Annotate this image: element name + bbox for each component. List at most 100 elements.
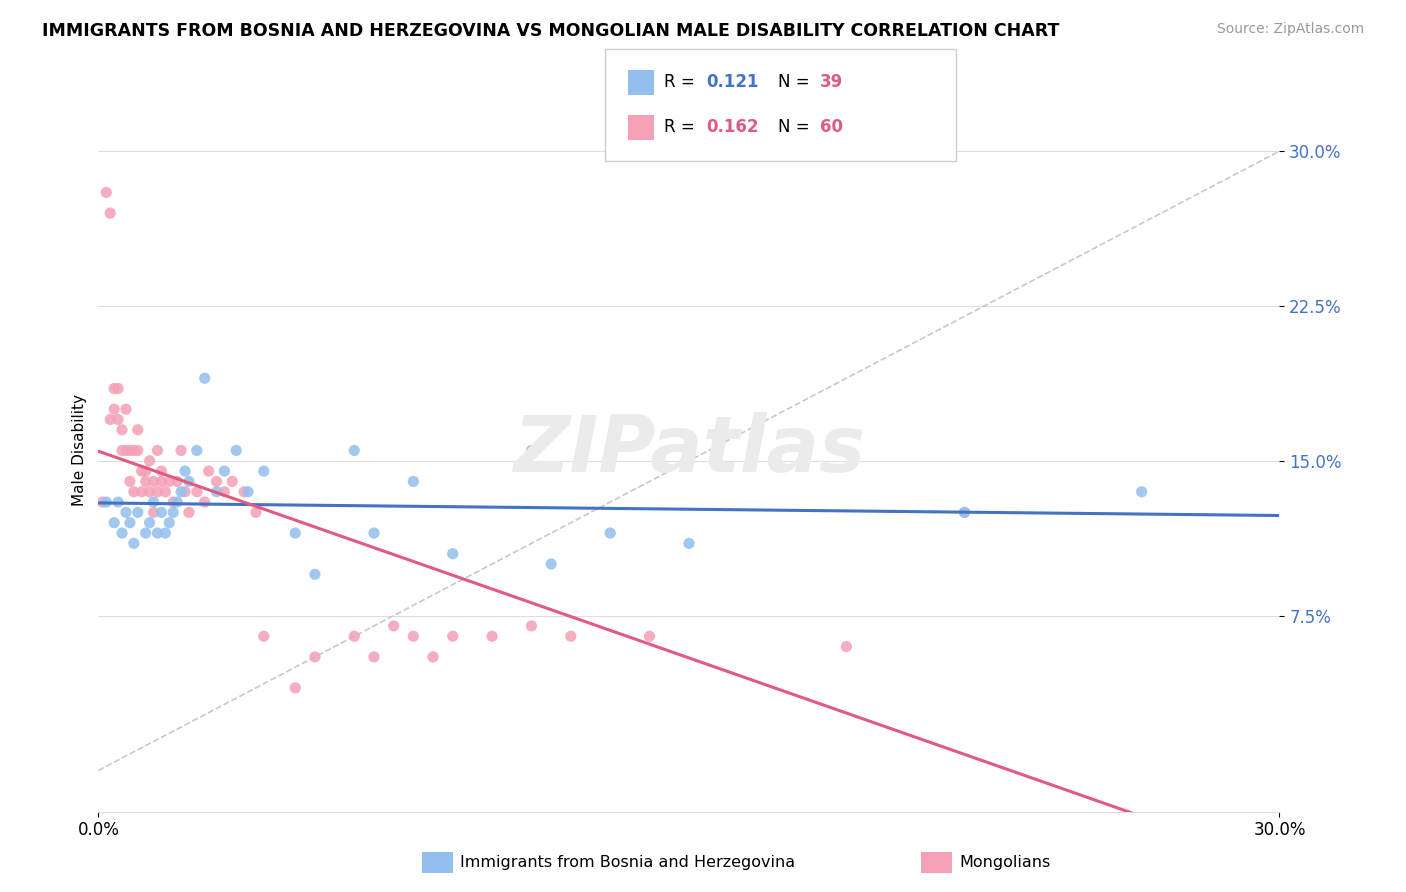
Point (253, 464, 276, 478)
Point (194, 495, 217, 509)
Point (118, 475, 141, 489)
Point (177, 505, 200, 519)
Point (98, 206, 121, 220)
Text: 60: 60 (820, 119, 842, 136)
Point (174, 484, 197, 499)
Point (166, 475, 188, 489)
Point (107, 495, 129, 509)
Text: Mongolians: Mongolians (959, 855, 1050, 870)
Point (363, 649, 385, 664)
Point (284, 681, 307, 695)
Point (225, 443, 247, 458)
Point (103, 516, 125, 530)
Text: ZIPatlas: ZIPatlas (513, 412, 865, 489)
Point (142, 475, 165, 489)
Point (96, 186, 118, 200)
Point (138, 484, 160, 499)
Point (146, 443, 169, 458)
Point (363, 526, 385, 541)
Point (155, 526, 177, 541)
Text: 0.162: 0.162 (706, 119, 758, 136)
Point (107, 412, 129, 426)
Point (162, 505, 184, 519)
Point (205, 484, 228, 499)
Point (236, 484, 259, 499)
Point (835, 640, 858, 654)
Point (157, 475, 180, 489)
Text: R =: R = (664, 73, 700, 91)
Point (111, 526, 134, 541)
Point (103, 402, 125, 417)
Point (170, 484, 193, 499)
Point (150, 464, 173, 478)
Point (107, 382, 129, 396)
Point (111, 443, 134, 458)
Point (402, 629, 425, 643)
Point (205, 475, 228, 489)
Point (135, 464, 157, 478)
Point (122, 484, 145, 499)
Point (284, 526, 307, 541)
Text: N =: N = (778, 73, 814, 91)
Point (233, 484, 256, 499)
Point (103, 382, 125, 396)
Text: 0.121: 0.121 (706, 73, 758, 91)
Point (343, 443, 366, 458)
Text: IMMIGRANTS FROM BOSNIA AND HERZEGOVINA VS MONGOLIAN MALE DISABILITY CORRELATION : IMMIGRANTS FROM BOSNIA AND HERZEGOVINA V… (42, 22, 1060, 40)
Point (599, 526, 621, 541)
Point (162, 495, 184, 509)
Point (953, 505, 976, 519)
Point (214, 484, 236, 499)
Point (221, 475, 243, 489)
Point (127, 423, 149, 437)
Text: 39: 39 (820, 73, 844, 91)
Point (638, 629, 661, 643)
Point (304, 649, 326, 664)
Point (520, 619, 543, 633)
Point (127, 505, 149, 519)
Point (96, 495, 118, 509)
Point (253, 629, 276, 643)
Point (194, 371, 217, 385)
Point (245, 505, 267, 519)
Point (118, 443, 141, 458)
Point (953, 505, 976, 519)
Y-axis label: Male Disability: Male Disability (72, 394, 87, 507)
Point (343, 629, 366, 643)
Point (111, 423, 134, 437)
Point (678, 536, 700, 550)
Point (135, 526, 157, 541)
Point (402, 475, 425, 489)
Point (186, 484, 208, 499)
Point (382, 619, 405, 633)
Point (131, 464, 153, 478)
Point (138, 454, 160, 468)
Point (131, 484, 153, 499)
Point (441, 629, 464, 643)
Point (91, 495, 114, 509)
Point (115, 443, 138, 458)
Point (174, 464, 197, 478)
Point (146, 526, 169, 541)
Point (135, 475, 157, 489)
Point (177, 475, 200, 489)
Point (560, 629, 582, 643)
Point (214, 464, 236, 478)
Point (142, 505, 165, 519)
Point (481, 629, 503, 643)
Point (138, 516, 160, 530)
Point (122, 536, 145, 550)
Point (1130, 484, 1153, 499)
Point (197, 464, 219, 478)
Point (155, 484, 177, 499)
Point (441, 547, 464, 561)
Point (166, 495, 188, 509)
Point (142, 495, 165, 509)
Point (127, 443, 149, 458)
Point (520, 443, 543, 458)
Point (146, 484, 169, 499)
Text: Immigrants from Bosnia and Herzegovina: Immigrants from Bosnia and Herzegovina (460, 855, 794, 870)
Text: Source: ZipAtlas.com: Source: ZipAtlas.com (1216, 22, 1364, 37)
Point (304, 567, 326, 582)
Point (150, 505, 173, 519)
